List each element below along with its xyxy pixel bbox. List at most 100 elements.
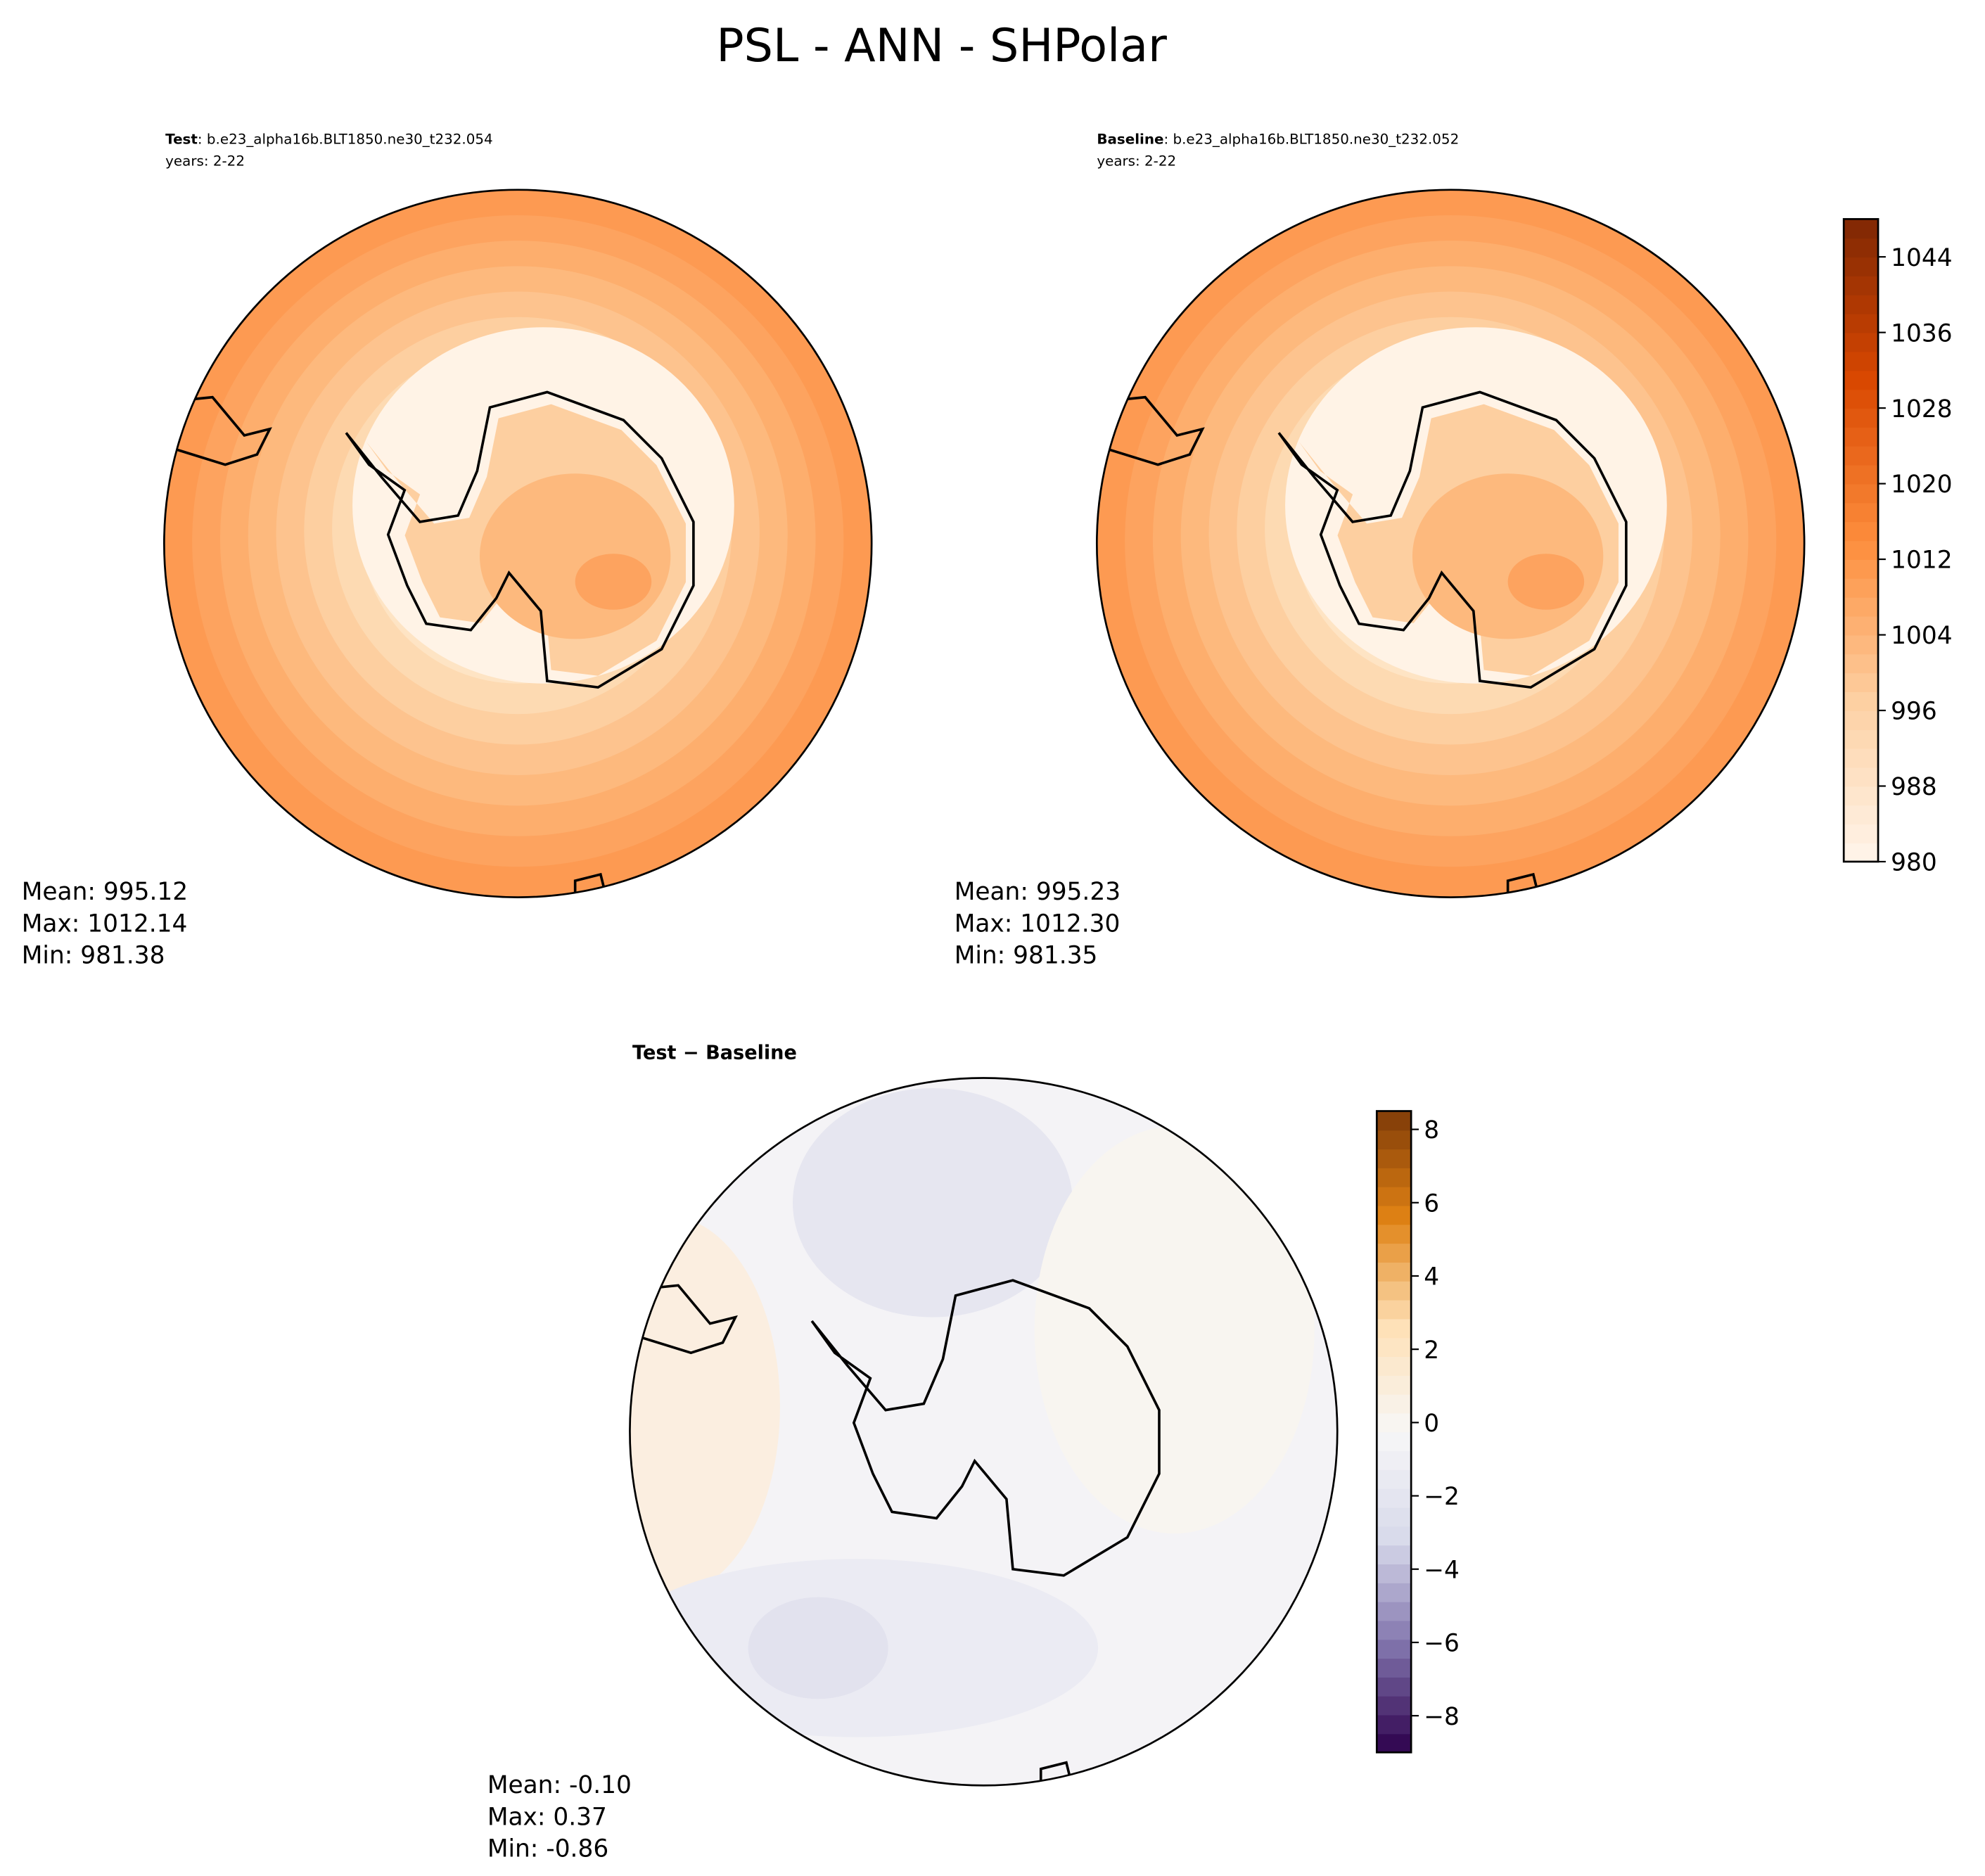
map-border [163, 189, 873, 898]
case-name: : b.e23_alpha16b.BLT1850.ne30_t232.052 [1163, 132, 1459, 148]
colorbar-band [1377, 1149, 1412, 1168]
colorbar-band [1377, 1318, 1412, 1339]
panel-title: Test − Baseline [632, 1042, 797, 1064]
contour-patch [575, 554, 652, 610]
years-text: years: 2-22 [165, 153, 245, 169]
colorbar-tick-label: −6 [1424, 1630, 1460, 1658]
colorbar-band [1377, 1299, 1412, 1320]
colorbar-tick-label: 1044 [1891, 244, 1952, 272]
colorbar-band [1377, 1186, 1412, 1206]
colorbar-band [1844, 389, 1879, 409]
stat-text: Min: 981.35 [955, 942, 1098, 970]
colorbar-band [1844, 332, 1879, 352]
colorbar-band [1377, 1658, 1412, 1678]
colorbar-band [1844, 786, 1879, 806]
colorbar-tick-label: 2 [1424, 1336, 1439, 1365]
colorbar-band [1377, 1714, 1412, 1735]
coastline [810, 1279, 1161, 1577]
colorbar-band [1844, 238, 1879, 258]
colorbar-band [1377, 1130, 1412, 1150]
colorbar-band [1377, 1374, 1412, 1395]
colorbar-band [1377, 1545, 1412, 1564]
colorbar-band [1377, 1356, 1412, 1376]
colorbar-band [1377, 1412, 1412, 1433]
contour-patch [479, 473, 671, 639]
colorbar-band [1377, 1733, 1412, 1754]
colorbar-band [1377, 1224, 1412, 1244]
panel-title: Test: b.e23_alpha16b.BLT1850.ne30_t232.0… [165, 132, 492, 148]
colorbar-tick-label: 8 [1424, 1116, 1439, 1144]
map [1097, 189, 1805, 898]
colorbar-band [1844, 219, 1879, 239]
stat-text: Mean: -0.10 [487, 1771, 632, 1799]
colorbar-band [1377, 1564, 1412, 1583]
coastline [345, 390, 695, 689]
colorbar-band [1377, 1431, 1412, 1452]
colorbar-band [1377, 1111, 1412, 1131]
colorbar-band [1844, 729, 1879, 749]
colorbar-band [1377, 1167, 1412, 1187]
coastline [1506, 872, 1542, 898]
coastline [573, 872, 609, 898]
colorbar-band [1844, 767, 1879, 787]
colorbar-tick-label: 1004 [1891, 622, 1952, 650]
coastline [170, 395, 272, 466]
coastline [1039, 1761, 1075, 1786]
colorbar-band [1844, 408, 1879, 428]
colorbar-band [1377, 1620, 1412, 1640]
colorbar-tick-label: 6 [1424, 1189, 1439, 1218]
contour-patch [748, 1597, 888, 1699]
colorbar-band [1844, 483, 1879, 504]
case-name: : b.e23_alpha16b.BLT1850.ne30_t232.054 [198, 132, 493, 148]
colorbar-tick-label: −2 [1424, 1483, 1460, 1511]
colorbar-band [1377, 1205, 1412, 1225]
case-label: Test [165, 132, 198, 148]
colorbar-tick-label: 988 [1891, 773, 1937, 801]
panel-title: Baseline: b.e23_alpha16b.BLT1850.ne30_t2… [1097, 132, 1459, 148]
colorbar-band [1844, 276, 1879, 295]
colorbar-band [1844, 426, 1879, 447]
colorbar-band [1844, 294, 1879, 314]
colorbar-tick-label: 1020 [1891, 471, 1952, 499]
colorbar-tick-label: 1012 [1891, 547, 1952, 575]
colorbar-band [1377, 1243, 1412, 1263]
colorbar-tick-label: −4 [1424, 1556, 1460, 1584]
colorbar-band [1844, 313, 1879, 333]
colorbar-band [1844, 502, 1879, 523]
colorbar-band [1377, 1601, 1412, 1621]
colorbar-band [1844, 596, 1879, 617]
colorbar-band [1844, 805, 1879, 825]
stat-text: Min: 981.38 [22, 942, 165, 970]
colorbar-band [1844, 351, 1879, 371]
coastline [1277, 390, 1628, 689]
colorbar-band [1844, 672, 1879, 693]
colorbar-band [1377, 1450, 1412, 1470]
colorbar-band [1844, 843, 1879, 862]
colorbar-band [1377, 1469, 1412, 1489]
colorbar-band [1844, 824, 1879, 843]
colorbar-band [1377, 1337, 1412, 1358]
colorbar-band [1844, 540, 1879, 560]
colorbar-band [1844, 691, 1879, 711]
colorbar-band [1844, 464, 1879, 485]
colorbar-band [1377, 1488, 1412, 1508]
colorbar-tick-label: 4 [1424, 1263, 1439, 1291]
stat-text: Max: 1012.30 [955, 910, 1121, 938]
colorbar-tick-label: 1036 [1891, 319, 1952, 347]
contour-patch [630, 1215, 780, 1597]
colorbar-tick-label: 996 [1891, 698, 1937, 726]
figure-title: PSL - ANN - SHPolar [716, 20, 1167, 72]
contour-patch [1507, 554, 1585, 610]
stat-text: Mean: 995.23 [955, 878, 1121, 906]
colorbar-band [1377, 1582, 1412, 1602]
colorbar-band [1844, 710, 1879, 730]
coastline [636, 1284, 738, 1355]
colorbar-band [1377, 1676, 1412, 1697]
map [164, 189, 872, 898]
coastline [1103, 395, 1205, 466]
map-border [1095, 189, 1806, 898]
colorbar-band [1377, 1280, 1412, 1301]
colorbar-tick-label: 1028 [1891, 395, 1952, 423]
colorbar-band [1844, 653, 1879, 674]
